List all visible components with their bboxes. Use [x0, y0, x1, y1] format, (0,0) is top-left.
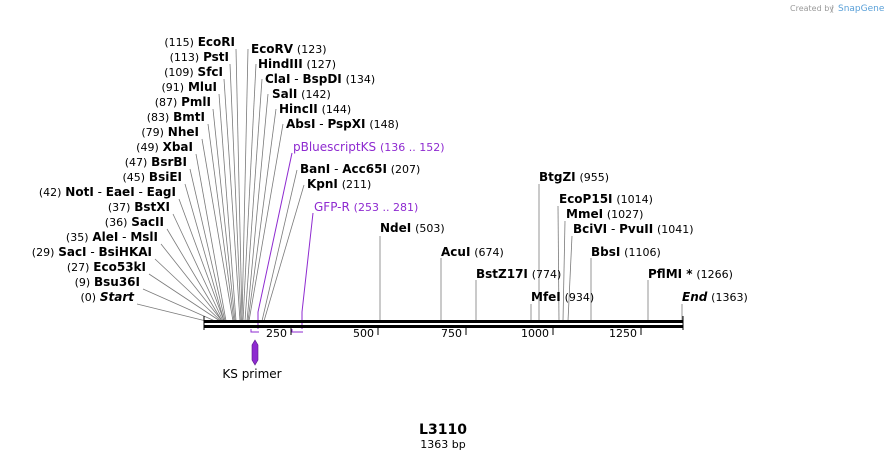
site-pmli[interactable]: (87) PmlI: [155, 95, 211, 109]
site-end[interactable]: End (1363): [682, 290, 748, 304]
feature-pbluescriptks[interactable]: pBluescriptKS (136 .. 152): [293, 140, 445, 154]
leader-bcivi: [567, 235, 573, 322]
snapgene-logo-icon: ❲: [829, 4, 836, 13]
site-mlui[interactable]: (91) MluI: [162, 80, 217, 94]
backbone-top-strand: [204, 320, 683, 323]
leader-xbai: [195, 153, 227, 322]
leader-mlui: [218, 93, 237, 322]
site-bsiei[interactable]: (45) BsiEI: [123, 170, 183, 184]
leader-bsiei: [184, 183, 225, 322]
site-nhei[interactable]: (79) NheI: [141, 125, 199, 139]
ruler-label-250: 250: [266, 327, 287, 340]
site-alei[interactable]: (35) AleI - MslI: [66, 230, 158, 244]
leader-psti: [229, 63, 242, 322]
site-bsrbi[interactable]: (47) BsrBI: [125, 155, 187, 169]
site-xbai[interactable]: (49) XbaI: [136, 140, 193, 154]
leader-bstxi: [172, 213, 224, 322]
map-title: L3110: [419, 422, 467, 438]
site-acui[interactable]: AcuI (674): [441, 245, 504, 259]
ruler-label-1250: 1250: [609, 327, 637, 340]
leader-ecop15i: [557, 205, 560, 322]
leader-saci: [154, 258, 222, 322]
site-ndei[interactable]: NdeI (503): [380, 221, 445, 235]
leader-bani: [261, 169, 298, 322]
leader-bsrbi: [189, 168, 226, 322]
leader-kpni: [263, 184, 305, 322]
ruler-label-750: 750: [441, 327, 462, 340]
ks-primer-arrow-icon[interactable]: [251, 339, 259, 366]
leader-sfci: [223, 78, 241, 322]
site-start[interactable]: (0) Start: [80, 290, 135, 304]
site-bcivi[interactable]: BciVI - PvuII (1041): [573, 222, 694, 236]
site-noti[interactable]: (42) NotI - EaeI - EagI: [39, 185, 176, 199]
leader-alei: [160, 243, 223, 322]
site-bani[interactable]: BanI - Acc65I (207): [300, 162, 420, 176]
credit-text: Created by: [790, 4, 834, 13]
site-ecori[interactable]: (115) EcoRI: [164, 35, 235, 49]
leader-mmei: [562, 220, 566, 322]
map-length: 1363 bp: [420, 438, 465, 451]
leader-nhei: [201, 138, 234, 322]
feature-bar-pbluescriptks: [250, 329, 259, 333]
site-bstxi[interactable]: (37) BstXI: [108, 200, 170, 214]
leader-start: [136, 303, 207, 322]
ruler-label-500: 500: [353, 327, 374, 340]
site-kpni[interactable]: KpnI (211): [307, 177, 371, 191]
site-pflmi[interactable]: PflMI * (1266): [648, 267, 733, 281]
leader-sacii: [166, 228, 223, 322]
leader-ecorv: [241, 48, 249, 322]
backbone-bottom-strand: [204, 325, 683, 328]
site-sali[interactable]: SalI (142): [272, 87, 331, 101]
feature-bar-gfpr: [291, 329, 303, 333]
leader-clai: [244, 78, 263, 322]
leader-eco53ki: [148, 273, 221, 322]
leader-hindiii: [242, 63, 257, 322]
leader-ecori: [235, 48, 243, 322]
site-saci[interactable]: (29) SacI - BsiHKAI: [32, 245, 152, 259]
leader-lines: [136, 48, 683, 322]
leader-pmli: [212, 108, 236, 322]
site-ecop15i[interactable]: EcoP15I (1014): [559, 192, 653, 206]
site-ecorv[interactable]: EcoRV (123): [251, 42, 327, 56]
feature-leader-gfpr: [301, 212, 314, 329]
feature-gfpr[interactable]: GFP-R (253 .. 281): [314, 200, 418, 214]
site-mfei[interactable]: MfeI (934): [531, 290, 594, 304]
site-btgzi[interactable]: BtgZI (955): [539, 170, 609, 184]
leader-noti: [178, 198, 225, 322]
ruler: 250 500 750 1000 1250: [266, 327, 642, 340]
site-hindiii[interactable]: HindIII (127): [258, 57, 336, 71]
site-labels-far-right: NdeI (503) AcuI (674) BstZ17I (774) MfeI…: [380, 170, 748, 304]
site-labels-right: EcoRV (123) HindIII (127) ClaI - BspDI (…: [251, 42, 445, 214]
site-sacii[interactable]: (36) SacII: [105, 215, 164, 229]
ruler-label-1000: 1000: [521, 327, 549, 340]
leader-hincii: [247, 108, 277, 322]
leader-bsu36i: [142, 288, 216, 322]
leader-absi: [248, 123, 284, 322]
primer-label: KS primer: [222, 367, 281, 381]
site-bsu36i[interactable]: (9) Bsu36I: [75, 275, 140, 289]
site-absi[interactable]: AbsI - PspXI (148): [286, 117, 399, 131]
credit-brand: SnapGene: [838, 4, 885, 14]
site-mmei[interactable]: MmeI (1027): [566, 207, 643, 221]
site-labels-left: (115) EcoRI (113) PstI (109) SfcI (91) M…: [32, 35, 235, 304]
leader-sali: [246, 93, 269, 322]
site-eco53ki[interactable]: (27) Eco53kI: [67, 260, 146, 274]
site-bstz17i[interactable]: BstZ17I (774): [476, 267, 561, 281]
site-bmti[interactable]: (83) BmtI: [147, 110, 205, 124]
site-psti[interactable]: (113) PstI: [170, 50, 229, 64]
feature-leader-pbluescriptks: [257, 152, 293, 329]
site-sfci[interactable]: (109) SfcI: [164, 65, 223, 79]
site-clai[interactable]: ClaI - BspDI (134): [265, 72, 375, 86]
site-bbsi[interactable]: BbsI (1106): [591, 245, 661, 259]
site-hincii[interactable]: HincII (144): [279, 102, 351, 116]
leader-bmti: [207, 123, 235, 322]
